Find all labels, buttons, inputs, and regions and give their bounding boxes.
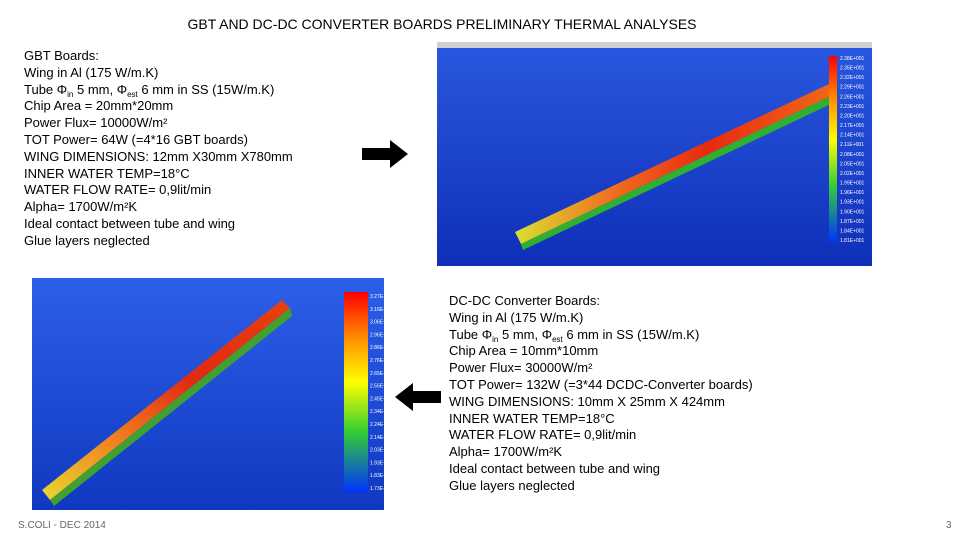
colorbar-label: 2.96E+001: [370, 332, 384, 338]
colorbar-label: 2.02E+001: [840, 171, 865, 177]
dcdc-text: DC-DC Converter Boards: Wing in Al (175 W…: [449, 293, 753, 495]
text-line: Tube Φin 5 mm, Φest 6 mm in SS (15W/m.K): [24, 82, 293, 99]
colorbar-label: 2.65E+001: [370, 371, 384, 377]
colorbar-label: 2.14E+001: [370, 435, 384, 441]
text-line: Tube Φin 5 mm, Φest 6 mm in SS (15W/m.K): [449, 327, 753, 344]
text-line: Alpha= 1700W/m²K: [24, 199, 138, 215]
colorbar-label: 2.11E+001: [840, 142, 864, 148]
colorbar-label: 2.45E+001: [370, 396, 384, 402]
colorbar-label: 1.90E+001: [840, 209, 865, 215]
colorbar-label: 2.17E+001: [840, 123, 865, 129]
text-part: 6 mm in SS (15W/m.K): [137, 81, 275, 97]
text-line: Alpha= 1700W/m²K: [449, 444, 563, 460]
text-line: Glue layers neglected: [449, 477, 575, 493]
colorbar-label: 2.03E+001: [370, 448, 384, 454]
colorbar-label: 1.87E+001: [840, 219, 865, 225]
gbt-text: GBT Boards: Wing in Al (175 W/m.K) Tube Φi…: [24, 48, 293, 250]
text-line: Ideal contact between tube and wing: [24, 215, 236, 231]
arrow-left: [395, 383, 441, 411]
text-line: WATER FLOW RATE= 0,9lit/min: [449, 427, 637, 443]
colorbar-label: 2.20E+001: [840, 113, 865, 119]
colorbar-label: 2.08E+001: [840, 152, 865, 158]
page-number: 3: [946, 520, 952, 531]
colorbar-label: 2.35E+001: [840, 66, 865, 72]
colorbar-label: 1.93E+001: [370, 460, 384, 466]
text-part: 6 mm in SS (15W/m.K): [562, 326, 700, 342]
subscript: est: [552, 334, 563, 344]
text-line: WING DIMENSIONS: 12mm X30mm X780mm: [24, 148, 293, 164]
subscript: est: [127, 89, 138, 99]
colorbar-label: 2.55E+001: [370, 384, 384, 390]
colorbar-label: 2.24E+001: [370, 422, 384, 428]
subscript: in: [492, 334, 499, 344]
text-part: Tube Φ: [24, 81, 68, 97]
text-line: WING DIMENSIONS: 10mm X 25mm X 424mm: [449, 393, 725, 409]
text-part: 5 mm, Φ: [73, 81, 128, 97]
gbt-thermal-image: 2.38E+001 2.35E+001 2.32E+001 2.29E+001 2.26…: [437, 42, 872, 266]
colorbar-label: 2.05E+001: [840, 161, 865, 167]
text-line: Ideal contact between tube and wing: [449, 460, 661, 476]
text-line: INNER WATER TEMP=18°C: [24, 165, 190, 181]
subscript: in: [67, 89, 74, 99]
colorbar-label: 2.34E+001: [370, 409, 384, 415]
slide-title: GBT AND DC-DC CONVERTER BOARDS PRELIMINA…: [187, 16, 697, 32]
text-line: Chip Area = 10mm*10mm: [449, 343, 599, 359]
arrow-right: [362, 140, 408, 168]
colorbar-label: 1.96E+001: [840, 190, 865, 196]
text-line: Power Flux= 10000W/m²: [24, 115, 168, 131]
colorbar-label: 1.73E+001: [370, 486, 384, 492]
colorbar-label: 2.76E+001: [370, 358, 384, 364]
text-line: DC-DC Converter Boards:: [449, 293, 600, 308]
text-line: Power Flux= 30000W/m²: [449, 360, 593, 376]
text-line: INNER WATER TEMP=18°C: [449, 410, 615, 426]
colorbar-label: 2.29E+001: [840, 85, 865, 91]
colorbar-label: 2.38E+001: [840, 56, 865, 62]
text-line: WATER FLOW RATE= 0,9lit/min: [24, 182, 212, 198]
text-part: Tube Φ: [449, 326, 493, 342]
colorbar-label: 2.26E+001: [840, 94, 865, 100]
colorbar-label: 1.83E+001: [370, 473, 384, 479]
colorbar-label: 2.32E+001: [840, 75, 865, 81]
colorbar-label: 2.14E+001: [840, 133, 865, 139]
colorbar-label: 1.99E+001: [840, 181, 865, 187]
colorbar-label: 3.06E+001: [370, 320, 384, 326]
colorbar-label: 1.84E+001: [840, 228, 865, 234]
colorbar-label: 3.27E+001: [370, 294, 384, 300]
text-part: 5 mm, Φ: [498, 326, 553, 342]
text-line: Wing in Al (175 W/m.K): [24, 64, 159, 80]
footer-author: S.COLI - DEC 2014: [18, 520, 106, 531]
text-line: Chip Area = 20mm*20mm: [24, 98, 174, 114]
colorbar-label: 3.16E+001: [370, 307, 384, 313]
colorbar-label: 1.81E+001: [840, 238, 865, 244]
text-line: TOT Power= 132W (=3*44 DCDC-Converter bo…: [449, 376, 753, 392]
text-line: GBT Boards:: [24, 48, 99, 63]
colorbar-label: 2.23E+001: [840, 104, 865, 110]
text-line: TOT Power= 64W (=4*16 GBT boards): [24, 131, 248, 147]
colorbar-label: 2.86E+001: [370, 345, 384, 351]
dcdc-thermal-image: 3.27E+001 3.16E+001 3.06E+001 2.96E+001 2.86…: [32, 278, 384, 510]
text-line: Glue layers neglected: [24, 232, 150, 248]
colorbar-label: 1.93E+001: [840, 200, 865, 206]
text-line: Wing in Al (175 W/m.K): [449, 309, 584, 325]
